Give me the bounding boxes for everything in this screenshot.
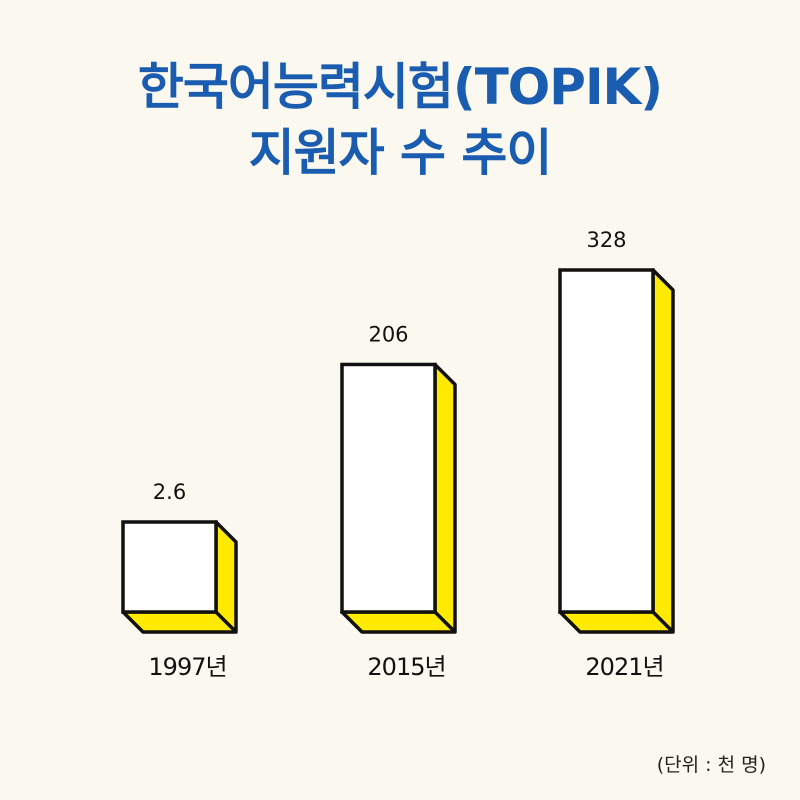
bar-1: [340, 362, 437, 614]
bar-edge-2: [651, 610, 675, 634]
bar-edge-0: [214, 610, 238, 634]
category-label-0: 1997년: [148, 653, 226, 681]
data-label-0: 2.6: [153, 480, 186, 504]
category-label-2: 2021년: [585, 653, 663, 681]
bar-edge-1: [433, 610, 457, 634]
unit-label: (단위 : 천 명): [656, 754, 766, 776]
data-label-1: 206: [368, 322, 408, 346]
chart-title-line2: 지원자 수 추이: [248, 124, 553, 182]
data-label-2: 328: [586, 228, 626, 252]
bar-0: [121, 520, 218, 614]
chart-title-line1: 한국어능력시험(TOPIK): [137, 58, 663, 116]
category-label-1: 2015년: [367, 653, 445, 681]
bar-2: [558, 268, 655, 614]
